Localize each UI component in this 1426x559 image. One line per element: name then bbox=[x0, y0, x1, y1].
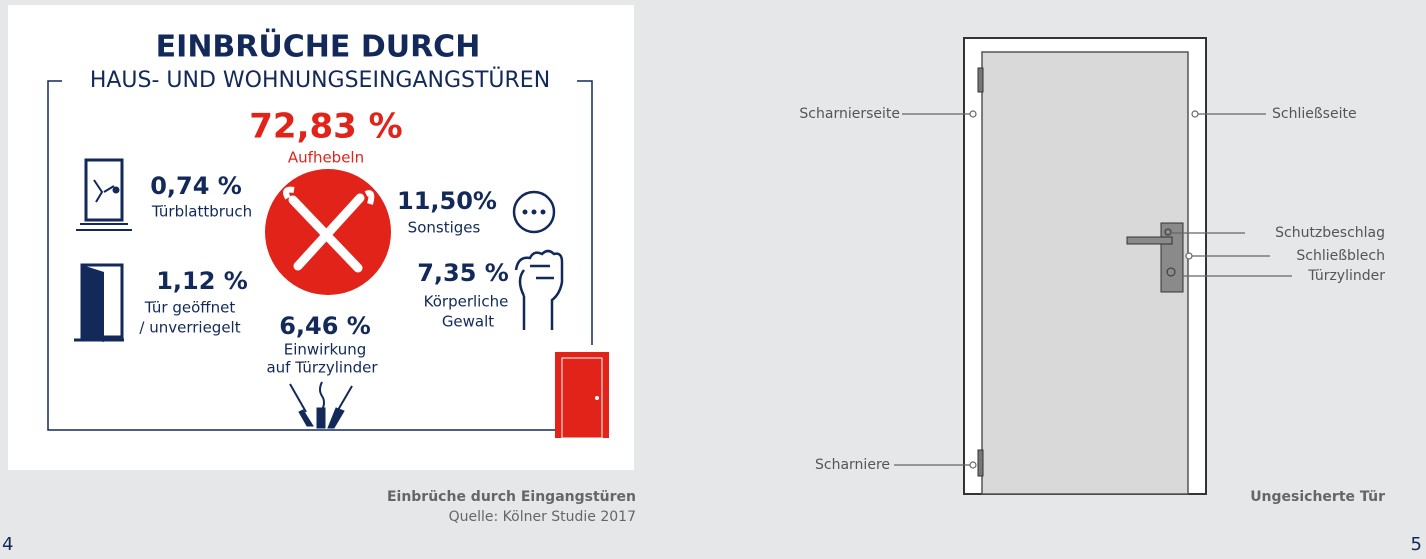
diagram-label: Scharniere bbox=[815, 457, 890, 473]
infographic-title: EINBRÜCHE DURCH bbox=[156, 28, 481, 65]
infographic-subtitle: HAUS- UND WOHNUNGSEINGANGSTÜREN bbox=[90, 67, 550, 93]
leader-line bbox=[894, 113, 1292, 466]
diagram-label: Schließblech bbox=[1296, 248, 1385, 264]
diagram-label: Türzylinder bbox=[1307, 268, 1385, 284]
item-label: Tür geöffnet bbox=[144, 299, 236, 317]
item-label: Sonstiges bbox=[408, 219, 481, 237]
leader-pin bbox=[969, 110, 1199, 469]
door-diagram bbox=[963, 37, 1207, 495]
diagram-label: Schließseite bbox=[1272, 106, 1357, 122]
broken-door-icon bbox=[76, 158, 132, 231]
item-value: 6,46 % bbox=[279, 312, 371, 340]
item-value: 0,74 % bbox=[150, 172, 242, 200]
item-label: / unverriegelt bbox=[139, 319, 240, 337]
page-number: 4 bbox=[2, 534, 13, 555]
picks-icon bbox=[289, 381, 353, 429]
caption-title: Ungesicherte Tür bbox=[1250, 489, 1385, 505]
frame-line bbox=[47, 80, 593, 431]
item-value: 7,35 % bbox=[417, 259, 509, 287]
item-label: Körperliche bbox=[424, 293, 509, 311]
item-value: 1,12 % bbox=[156, 267, 248, 295]
caption-title: Einbrüche durch Eingangstüren bbox=[387, 489, 636, 505]
item-value: 72,83 % bbox=[249, 107, 402, 147]
red-door-icon bbox=[555, 352, 609, 439]
item-label: Aufhebeln bbox=[288, 149, 364, 167]
caption-source: Quelle: Kölner Studie 2017 bbox=[449, 509, 636, 525]
crowbar-icon bbox=[265, 169, 391, 295]
item-label: auf Türzylinder bbox=[266, 359, 378, 377]
diagram-label: Schutzbeschlag bbox=[1275, 225, 1385, 241]
diagram-label: Scharnierseite bbox=[799, 106, 900, 122]
item-value: 11,50% bbox=[397, 187, 497, 215]
page-number: 5 bbox=[1411, 534, 1422, 555]
item-label: Gewalt bbox=[442, 313, 494, 331]
other-icon bbox=[512, 190, 556, 234]
open-door-icon bbox=[74, 263, 124, 342]
fist-icon bbox=[514, 249, 564, 330]
item-label: Einwirkung bbox=[284, 341, 367, 359]
item-label: Türblattbruch bbox=[151, 203, 252, 221]
